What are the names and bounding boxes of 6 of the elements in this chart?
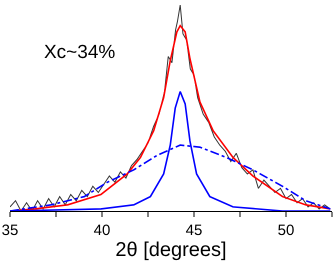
- x-tick-label: 40: [94, 222, 110, 239]
- x-tick-label: 45: [186, 222, 202, 239]
- x-axis-title: 2θ [degrees]: [115, 239, 227, 261]
- x-tick-label: 50: [278, 222, 294, 239]
- annotation: Xc~34%: [44, 42, 116, 63]
- x-tick-label: 35: [2, 222, 18, 239]
